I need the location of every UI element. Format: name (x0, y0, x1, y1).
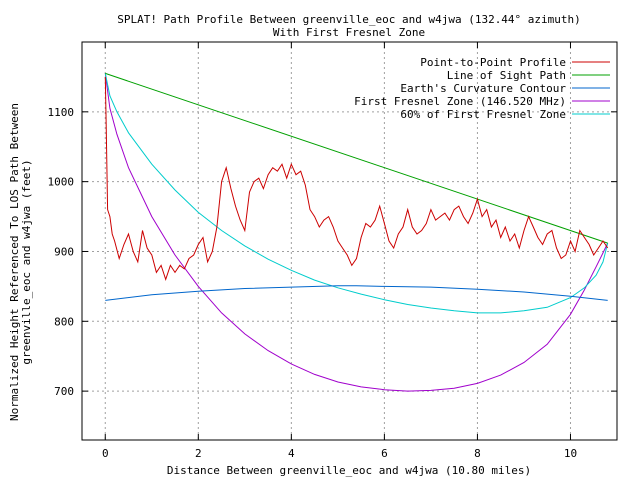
x-tick-label: 6 (381, 447, 388, 460)
y-axis-label-line2: greenville_eoc and w4jwa (feet) (20, 159, 33, 364)
legend-label: Line of Sight Path (447, 69, 566, 82)
legend-label: First Fresnel Zone (146.520 MHz) (354, 95, 566, 108)
series-line-first-fresnel-zone-146-520-mhz (104, 73, 609, 392)
series-line-earth-s-curvature-contour (105, 285, 608, 301)
x-tick-label: 10 (564, 447, 577, 460)
series-line-line-of-sight-path (105, 72, 608, 244)
axis-ticks: 0 2 4 6 8 10 700 800 900 1000 1100 (48, 42, 617, 460)
y-tick-label: 1000 (48, 176, 75, 189)
y-tick-label: 800 (54, 315, 74, 328)
series-line-point-to-point-profile (104, 76, 609, 281)
series-line-60-of-first-fresnel-zone (104, 73, 609, 314)
y-axis-label-line1: Normalized Height Referenced To LOS Path… (8, 103, 21, 421)
legend-label: Earth's Curvature Contour (400, 82, 566, 95)
plot-area (104, 72, 609, 392)
x-tick-label: 8 (474, 447, 481, 460)
chart-title: SPLAT! Path Profile Between greenville_e… (117, 13, 581, 26)
legend-label: Point-to-Point Profile (420, 56, 566, 69)
x-tick-label: 2 (195, 447, 202, 460)
grid (82, 42, 617, 440)
legend-label: 60% of First Fresnel Zone (400, 108, 566, 121)
y-tick-label: 900 (54, 245, 74, 258)
x-axis-label: Distance Between greenville_eoc and w4jw… (167, 464, 531, 477)
plot-frame (81, 41, 618, 441)
y-tick-label: 700 (54, 385, 74, 398)
y-tick-label: 1100 (48, 106, 75, 119)
x-tick-label: 0 (102, 447, 109, 460)
x-tick-label: 4 (288, 447, 295, 460)
chart-subtitle: With First Fresnel Zone (273, 26, 425, 39)
